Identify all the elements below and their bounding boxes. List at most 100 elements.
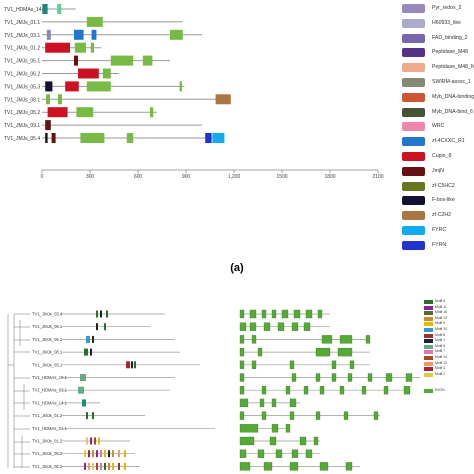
motif-legend-label: Motif 15 — [435, 310, 448, 315]
domain-block — [78, 68, 99, 79]
exon-block — [305, 449, 313, 458]
tree-leaf-label: TV1_JMJs_05.1 — [32, 324, 63, 329]
gene-structure-row — [239, 309, 330, 319]
motif-legend-label: Motif 11 — [435, 304, 447, 309]
exon-block — [337, 347, 353, 357]
gene-label: TV1_JMJs_06.2 — [4, 72, 40, 78]
tree-leaf-row: TV1_JMJs_05.1 — [32, 323, 150, 331]
exon-block — [259, 398, 265, 408]
legend-swatch — [402, 181, 425, 191]
exon-block — [315, 373, 321, 382]
motif-block — [100, 310, 102, 318]
motif-legend-swatch — [424, 305, 433, 310]
exon-block — [239, 335, 245, 344]
exon-block — [361, 386, 367, 395]
exon-block — [249, 322, 257, 331]
gene-row: TV1_JMJs_01.2 — [4, 42, 102, 53]
exon-block — [239, 424, 259, 433]
gene-structure-row — [239, 322, 330, 331]
motif-block — [104, 450, 106, 458]
motif-legend-swatch — [424, 367, 433, 372]
exon-block — [385, 373, 393, 382]
exon-block — [285, 424, 291, 433]
gene-label: TV1_JMJs_09.1 — [4, 123, 40, 129]
domain-block — [90, 42, 94, 53]
domain-block — [142, 55, 153, 66]
tree-leaf-row: TV1_JMJs_09.1 — [32, 335, 175, 343]
exon-block — [251, 335, 257, 344]
domain-block — [47, 107, 68, 118]
motif-block — [124, 462, 126, 470]
gene-structure-row — [239, 462, 360, 471]
exon-block — [239, 347, 245, 357]
motif-block — [108, 462, 110, 470]
exon-block — [261, 411, 267, 420]
exon-block — [239, 398, 249, 408]
tree-leaf-label: TV1_JMJs_08.1 — [32, 350, 63, 355]
exon-block — [293, 309, 301, 319]
exon-block — [239, 436, 255, 446]
domain-block — [205, 133, 212, 143]
tree-leaf-label: TV1_JMJs_09.1 — [32, 337, 63, 342]
exon-block — [317, 309, 323, 319]
domain-block — [179, 81, 182, 92]
legend-label: Cupin_8 — [432, 153, 452, 159]
domain-block — [58, 94, 62, 105]
gene-row: TV1_JMJs_05.4 — [4, 133, 225, 143]
gene-label: TV1_HDMAs_14.1 — [4, 7, 46, 13]
motif-legend-swatch — [424, 356, 433, 360]
exon-block — [257, 347, 263, 357]
motif-block — [98, 437, 100, 445]
exon-block — [271, 424, 279, 433]
gene-label: TV1_JMJs_05.1 — [4, 59, 40, 65]
motif-legend-swatch — [424, 311, 433, 316]
exon-block — [305, 309, 313, 319]
domain-block — [102, 68, 111, 79]
legend-swatch — [402, 211, 425, 221]
domain-block — [65, 81, 79, 92]
legend-swatch — [402, 107, 425, 117]
tree-leaf-row: TV1_HDMAs_01.1 — [32, 426, 215, 431]
exon-block — [339, 335, 353, 344]
domain-block — [76, 107, 94, 118]
legend-label: Myb_DNA-binding — [432, 93, 474, 100]
exon-block — [261, 386, 267, 395]
motif-block — [84, 462, 86, 470]
domain-block — [45, 120, 51, 131]
legend-swatch — [402, 63, 425, 73]
domain-block — [45, 81, 53, 92]
gene-structure-row — [239, 335, 371, 344]
exon-block — [261, 309, 267, 319]
legend-label: H60933_like — [432, 19, 461, 26]
legend-label: zf-4CXXC_R1 — [432, 138, 465, 145]
motif-legend-swatch — [424, 361, 433, 366]
exon-block — [271, 309, 277, 319]
motif-legend-swatch — [424, 389, 433, 394]
domain-block — [45, 133, 48, 143]
exon-block — [239, 386, 245, 395]
legend-label: SWIRM-assoc_1 — [432, 79, 471, 85]
tree-leaf-label: TV1_HDMAs_01.1 — [32, 426, 68, 431]
axis-tick-label: 600 — [134, 174, 143, 180]
motif-block — [84, 450, 86, 458]
motif-block — [104, 323, 106, 331]
motif-block — [134, 361, 136, 369]
exon-block — [289, 411, 295, 420]
gene-structure-row — [239, 424, 291, 433]
gene-structure-row — [239, 347, 370, 357]
domain-block — [57, 4, 62, 14]
gene-row: TV1_JMJs_01.1 — [4, 16, 183, 27]
motif-block — [84, 348, 88, 356]
gene-row: TV1_JMJs_05.2 — [4, 107, 158, 118]
gene-row: TV1_JMJs_09.1 — [4, 120, 202, 131]
motif-block — [82, 399, 86, 407]
motif-legend-swatch — [424, 339, 433, 344]
domain-block — [46, 94, 50, 105]
exon-block — [277, 322, 285, 331]
legend-label: Pyr_redox_2 — [432, 5, 462, 11]
tree-leaf-label: TV1_JMJs_03.1 — [32, 362, 63, 367]
motif-legend-label: Motif 14 — [435, 355, 448, 359]
exon-block — [263, 462, 273, 471]
motif-legend-label: Motif 2 — [435, 371, 446, 376]
gene-structure-row — [239, 360, 370, 369]
